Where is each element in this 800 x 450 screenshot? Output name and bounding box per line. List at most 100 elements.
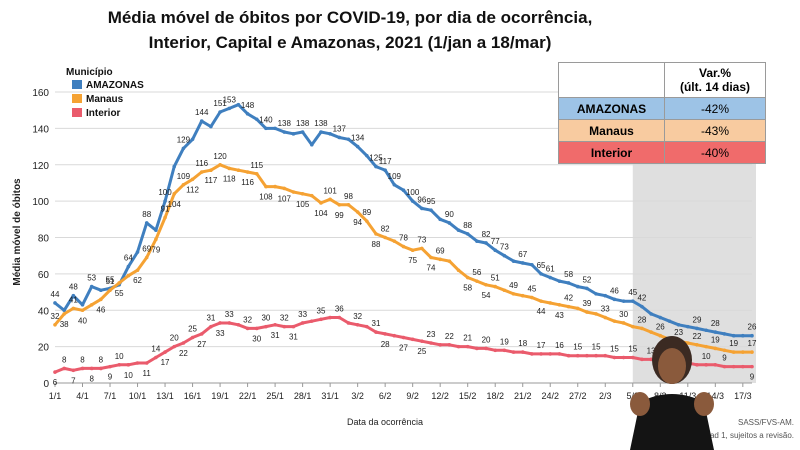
x-tick-label: 14/3 <box>707 391 725 401</box>
data-point <box>181 146 186 151</box>
data-point <box>548 275 553 280</box>
x-tick-label: 4/1 <box>76 391 89 401</box>
data-label: 16 <box>555 341 564 350</box>
data-point <box>144 221 149 225</box>
x-tick-label: 18/2 <box>486 391 504 401</box>
legend-label: Interior <box>86 108 121 119</box>
data-label: 9 <box>750 373 755 382</box>
data-point <box>89 302 94 307</box>
x-tick-label: 21/2 <box>514 391 532 401</box>
data-point <box>236 323 241 327</box>
data-point <box>447 343 452 347</box>
data-label: 19 <box>500 337 509 346</box>
data-label: 8 <box>80 355 85 364</box>
data-label: 30 <box>261 314 270 323</box>
data-label: 15 <box>573 343 582 352</box>
data-label: 137 <box>333 124 347 133</box>
data-label: 26 <box>656 323 665 332</box>
data-label: 23 <box>427 330 436 339</box>
data-point <box>346 137 351 142</box>
axes: 0 20 40 60 80 100 120 140 160 1/1 4/1 7/1 10/1 13/1 16… <box>32 88 752 401</box>
data-label: 31 <box>271 331 280 340</box>
data-point <box>530 295 534 300</box>
data-point <box>319 201 323 205</box>
data-label: 104 <box>314 209 328 218</box>
data-point <box>539 352 543 356</box>
data-point <box>291 324 296 329</box>
data-label: 19 <box>711 335 720 344</box>
data-label: 23 <box>674 328 683 337</box>
data-point <box>62 308 66 313</box>
x-tick-label: 31/1 <box>321 391 339 401</box>
data-label: 30 <box>619 310 628 319</box>
data-point <box>172 192 177 196</box>
data-point <box>374 232 378 236</box>
data-point <box>71 368 76 373</box>
data-label: 33 <box>225 310 234 319</box>
data-point <box>630 355 635 360</box>
data-label: 138 <box>314 119 328 128</box>
data-label: 20 <box>482 335 491 344</box>
data-label: 10 <box>115 352 124 361</box>
x-tick-label: 7/1 <box>104 391 117 401</box>
data-point <box>493 348 498 353</box>
data-label: 45 <box>527 285 536 294</box>
data-point <box>667 319 672 323</box>
data-label: 153 <box>223 95 237 104</box>
y-tick-label: 0 <box>43 379 49 390</box>
data-point <box>181 182 186 187</box>
data-point <box>209 168 213 173</box>
data-point <box>227 106 232 111</box>
data-label: 42 <box>564 294 573 303</box>
data-point <box>713 346 718 351</box>
legend-title: Município <box>66 67 113 78</box>
data-point <box>658 333 663 338</box>
data-point <box>750 364 754 369</box>
data-label: 25 <box>417 347 426 356</box>
data-point <box>401 188 406 193</box>
data-point <box>420 246 424 251</box>
data-point <box>365 153 369 158</box>
x-tick-label: 3/2 <box>351 391 364 401</box>
data-label: 40 <box>78 316 87 325</box>
data-point <box>264 184 268 189</box>
data-label: 67 <box>518 250 527 259</box>
data-point <box>539 299 543 303</box>
data-label: 116 <box>195 159 208 168</box>
data-point <box>447 221 452 225</box>
data-label: 99 <box>335 211 344 220</box>
legend-swatch <box>72 108 82 117</box>
data-point <box>190 177 195 182</box>
data-point <box>731 333 736 338</box>
data-point <box>135 268 140 273</box>
data-label: 31 <box>372 319 381 328</box>
data-label: 95 <box>427 197 436 206</box>
x-tick-label: 1/1 <box>49 391 62 401</box>
data-point <box>374 330 378 334</box>
data-label: 10 <box>702 352 711 361</box>
data-point <box>686 324 690 329</box>
data-point <box>135 361 140 365</box>
variation-row-manaus: Manaus -43% <box>558 119 766 142</box>
data-label: 49 <box>509 281 518 290</box>
data-point <box>383 332 387 336</box>
data-point <box>704 363 708 367</box>
data-point <box>273 323 277 327</box>
data-label: 36 <box>335 305 344 314</box>
source-line-1: SASS/FVS-AM. <box>737 418 794 427</box>
data-label: 32 <box>51 312 60 321</box>
data-point <box>640 304 644 309</box>
data-point <box>465 232 470 236</box>
data-label: 109 <box>388 172 402 181</box>
data-label: 19 <box>729 339 738 348</box>
data-point <box>383 168 387 173</box>
legend-swatch <box>72 80 82 89</box>
data-label: 32 <box>353 312 362 321</box>
data-point <box>401 244 406 249</box>
data-point <box>254 117 259 122</box>
data-point <box>695 326 699 331</box>
data-label: 32 <box>243 315 252 324</box>
data-point <box>741 333 745 338</box>
data-point <box>649 330 653 334</box>
y-tick-label: 140 <box>32 124 49 135</box>
